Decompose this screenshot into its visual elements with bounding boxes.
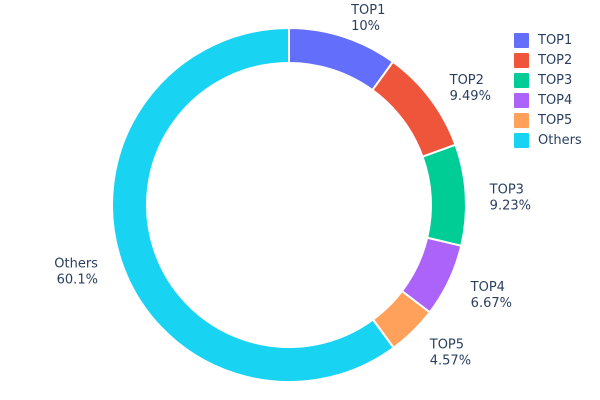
slice-label-top4: TOP4 6.67%: [470, 280, 512, 311]
legend-item-top4[interactable]: TOP4: [514, 90, 600, 110]
chart-legend[interactable]: TOP1 TOP2 TOP3 TOP4 TOP5 Others: [514, 30, 600, 150]
slice-label-percent: 9.23%: [490, 199, 531, 214]
legend-item-label: TOP3: [538, 72, 573, 88]
slice-label-percent: 6.67%: [471, 296, 512, 311]
donut-slice-group: [111, 26, 467, 383]
slice-label-name: TOP3: [489, 183, 524, 198]
legend-item-top3[interactable]: TOP3: [514, 70, 600, 90]
slice-label-name: TOP5: [429, 337, 464, 352]
legend-swatch-icon: [514, 92, 529, 108]
legend-swatch-icon: [514, 72, 529, 88]
donut-slice-top3[interactable]: [421, 143, 467, 248]
donut-slice-top2[interactable]: [371, 60, 457, 158]
donut-slice-top1[interactable]: [288, 26, 395, 92]
slice-label-top2: TOP2 9.49%: [449, 73, 491, 104]
legend-item-others[interactable]: Others: [514, 130, 600, 150]
donut-label-group: TOP1 10% TOP2 9.49% TOP3 9.23% TOP4 6.67% TOP5 4.…: [54, 3, 531, 369]
slice-label-name: TOP1: [350, 3, 385, 18]
legend-item-label: Others: [538, 132, 582, 148]
slice-label-percent: 4.57%: [430, 353, 471, 368]
legend-item-label: TOP2: [538, 52, 573, 68]
slice-label-top1: TOP1 10%: [350, 3, 385, 34]
legend-item-top5[interactable]: TOP5: [514, 110, 600, 130]
legend-swatch-icon: [514, 32, 529, 48]
legend-item-label: TOP1: [538, 32, 573, 48]
slice-label-percent: 10%: [351, 19, 380, 34]
slice-label-percent: 9.49%: [450, 89, 491, 104]
slice-label-name: Others: [54, 256, 98, 271]
legend-item-label: TOP4: [538, 92, 573, 108]
legend-item-label: TOP5: [538, 112, 573, 128]
donut-slice-others[interactable]: [111, 26, 396, 383]
slice-label-name: TOP2: [449, 73, 484, 88]
slice-label-top5: TOP5 4.57%: [429, 337, 471, 368]
slice-label-name: TOP4: [470, 280, 505, 295]
legend-swatch-icon: [514, 52, 529, 68]
legend-swatch-icon: [514, 112, 529, 128]
legend-swatch-icon: [514, 132, 529, 148]
slice-label-others: Others 60.1%: [54, 256, 98, 287]
legend-item-top2[interactable]: TOP2: [514, 50, 600, 70]
legend-item-top1[interactable]: TOP1: [514, 30, 600, 50]
slice-label-percent: 60.1%: [57, 272, 98, 287]
slice-label-top3: TOP3 9.23%: [489, 183, 531, 214]
